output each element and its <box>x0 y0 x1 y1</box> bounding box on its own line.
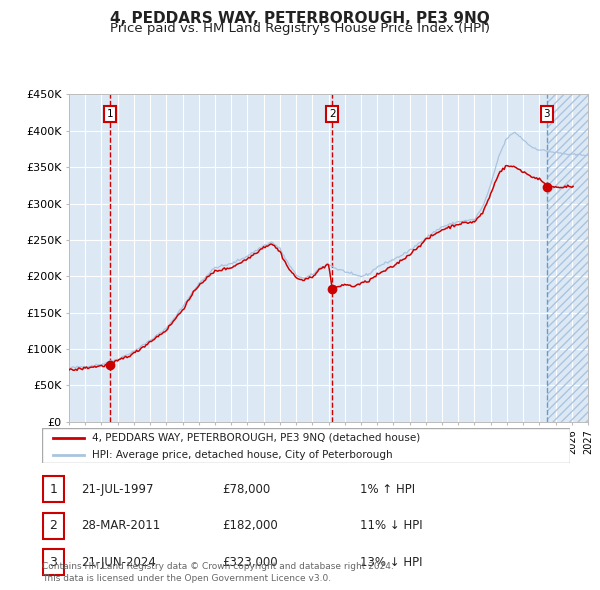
Text: 4, PEDDARS WAY, PETERBOROUGH, PE3 9NQ (detached house): 4, PEDDARS WAY, PETERBOROUGH, PE3 9NQ (d… <box>92 432 421 442</box>
Text: 28-MAR-2011: 28-MAR-2011 <box>81 519 160 532</box>
Bar <box>547 94 588 422</box>
Bar <box>43 476 64 502</box>
Text: 21-JUL-1997: 21-JUL-1997 <box>81 483 154 496</box>
Text: HPI: Average price, detached house, City of Peterborough: HPI: Average price, detached house, City… <box>92 450 393 460</box>
Text: Price paid vs. HM Land Registry's House Price Index (HPI): Price paid vs. HM Land Registry's House … <box>110 22 490 35</box>
Text: 3: 3 <box>544 109 550 119</box>
Text: 11% ↓ HPI: 11% ↓ HPI <box>360 519 422 532</box>
Text: Contains HM Land Registry data © Crown copyright and database right 2024.
This d: Contains HM Land Registry data © Crown c… <box>42 562 394 583</box>
Text: £78,000: £78,000 <box>222 483 270 496</box>
Bar <box>43 549 64 575</box>
Text: 1% ↑ HPI: 1% ↑ HPI <box>360 483 415 496</box>
Text: 2: 2 <box>329 109 335 119</box>
Text: 3: 3 <box>49 556 58 569</box>
Text: 13% ↓ HPI: 13% ↓ HPI <box>360 556 422 569</box>
Text: 1: 1 <box>49 483 58 496</box>
Text: £323,000: £323,000 <box>222 556 278 569</box>
Text: 21-JUN-2024: 21-JUN-2024 <box>81 556 156 569</box>
Text: 1: 1 <box>107 109 113 119</box>
Bar <box>43 513 64 539</box>
Text: 2: 2 <box>49 519 58 532</box>
Text: 4, PEDDARS WAY, PETERBOROUGH, PE3 9NQ: 4, PEDDARS WAY, PETERBOROUGH, PE3 9NQ <box>110 11 490 25</box>
Text: £182,000: £182,000 <box>222 519 278 532</box>
